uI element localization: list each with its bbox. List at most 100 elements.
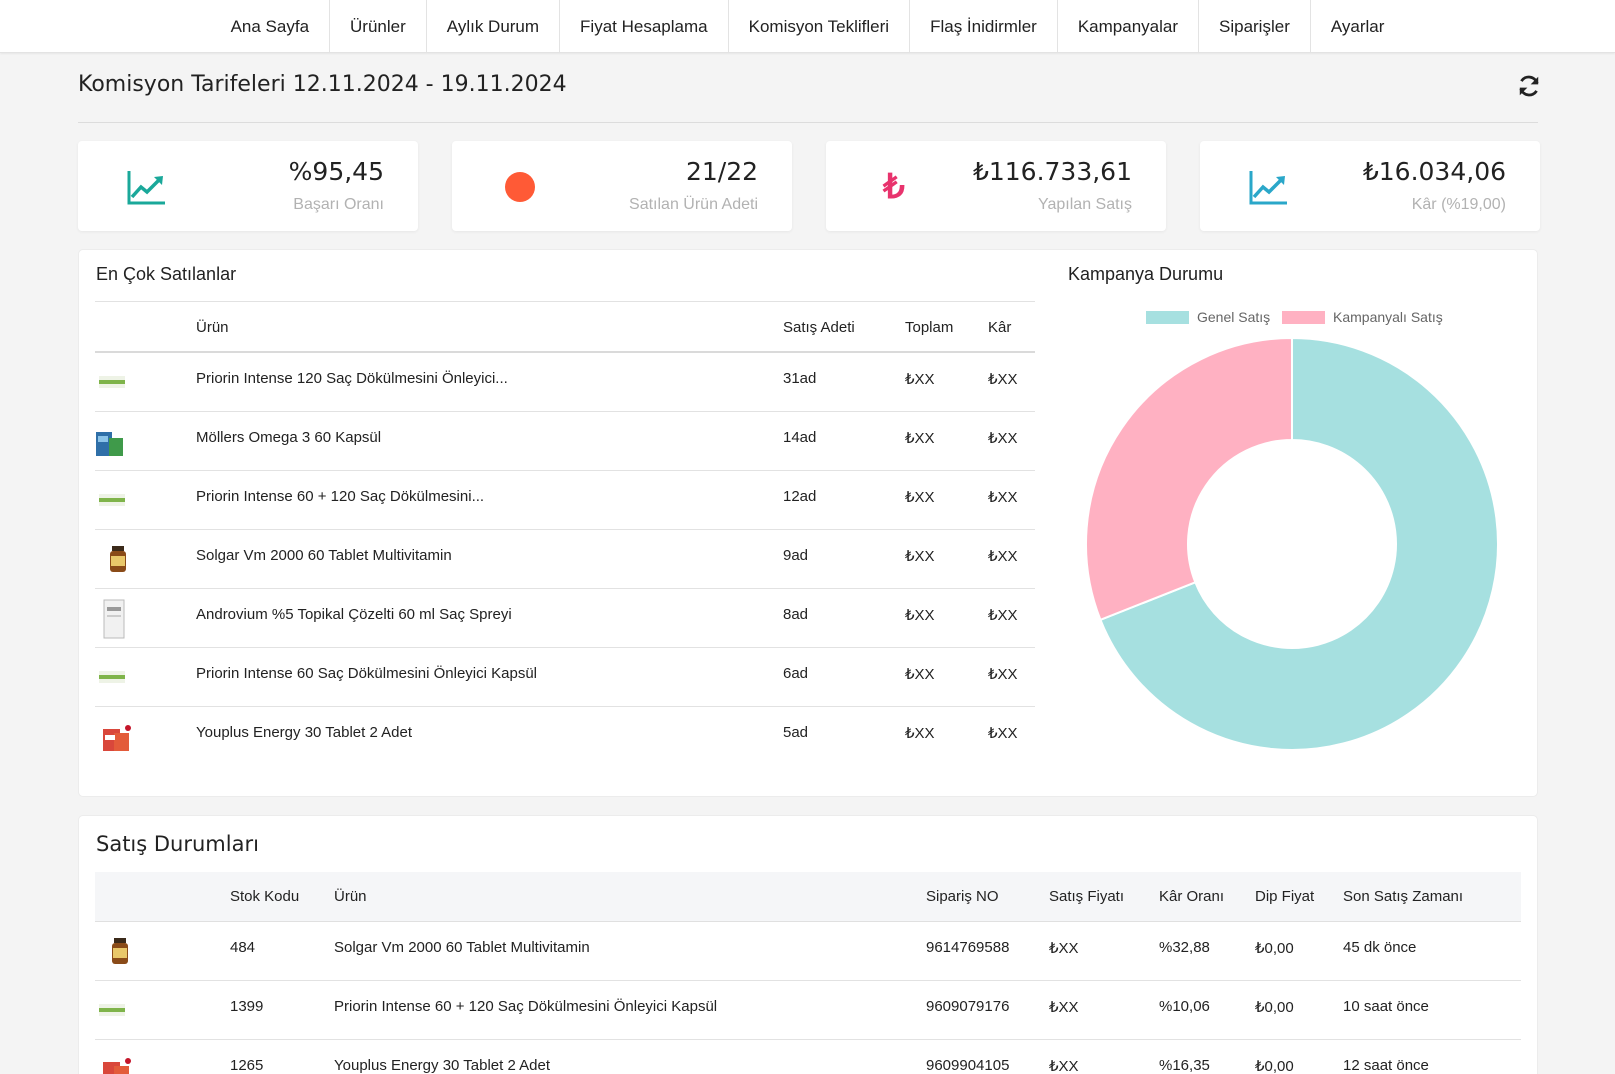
floor-price: ₺0,00 bbox=[1255, 940, 1294, 957]
doughnut-slice-genel-satis[interactable] bbox=[1099, 336, 1499, 751]
col-floor-price: Dip Fiyat bbox=[1255, 888, 1315, 905]
table-row[interactable]: 484 Solgar Vm 2000 60 Tablet Multivitami… bbox=[95, 922, 1521, 981]
product-name[interactable]: Priorin Intense 60 + 120 Saç Dökülmesini… bbox=[334, 998, 718, 1015]
best-sellers-title: En Çok Satılanlar bbox=[96, 264, 237, 284]
table-row[interactable]: Priorin Intense 120 Saç Dökülmesini Önle… bbox=[95, 353, 1035, 412]
col-total: Toplam bbox=[905, 319, 954, 336]
sale-qty: 5ad bbox=[783, 724, 809, 741]
stat-label: Başarı Oranı bbox=[293, 196, 384, 213]
product-thumbnail bbox=[110, 546, 126, 572]
campaign-doughnut-chart bbox=[1085, 336, 1499, 751]
nav-siparisler[interactable]: Siparişler bbox=[1199, 0, 1311, 53]
nav-komisyon-teklifleri[interactable]: Komisyon Teklifleri bbox=[729, 0, 911, 53]
stock-code: 1399 bbox=[230, 998, 264, 1015]
best-sellers-header: Ürün Satış Adeti Toplam Kâr bbox=[95, 301, 1035, 353]
stat-card-profit: ₺16.034,06 Kâr (%19,00) bbox=[1200, 141, 1540, 231]
col-order-no: Sipariş NO bbox=[926, 888, 999, 905]
product-thumbnail bbox=[99, 671, 125, 683]
product-name[interactable]: Youplus Energy 30 Tablet 2 Adet bbox=[196, 724, 413, 741]
margin: %32,88 bbox=[1159, 939, 1210, 956]
profit: ₺XX bbox=[988, 371, 1018, 388]
col-stock-code: Stok Kodu bbox=[230, 888, 300, 905]
total: ₺XX bbox=[905, 548, 935, 565]
product-name[interactable]: Priorin Intense 120 Saç Dökülmesini Önle… bbox=[196, 370, 508, 387]
total: ₺XX bbox=[905, 430, 935, 447]
table-row[interactable]: 1399 Priorin Intense 60 + 120 Saç Dökülm… bbox=[95, 981, 1521, 1040]
last-sale-time: 10 saat önce bbox=[1343, 998, 1429, 1015]
product-thumbnail bbox=[99, 1004, 125, 1016]
nav-fiyat-hesaplama[interactable]: Fiyat Hesaplama bbox=[560, 0, 729, 53]
nav-urunler[interactable]: Ürünler bbox=[330, 0, 427, 53]
product-thumbnail bbox=[112, 938, 128, 964]
trend-up-icon bbox=[1248, 167, 1288, 207]
stat-label: Satılan Ürün Adeti bbox=[629, 196, 758, 213]
nav-ayarlar[interactable]: Ayarlar bbox=[1330, 16, 1385, 36]
col-product: Ürün bbox=[196, 319, 229, 336]
stat-label: Kâr (%19,00) bbox=[1411, 196, 1506, 213]
product-thumbnail bbox=[103, 599, 125, 639]
profit: ₺XX bbox=[988, 430, 1018, 447]
stat-card-sold-products: 21/22 Satılan Ürün Adeti bbox=[452, 141, 792, 231]
sale-qty: 31ad bbox=[783, 370, 817, 387]
stat-value: ₺116.733,61 bbox=[972, 157, 1132, 186]
table-row[interactable]: Solgar Vm 2000 60 Tablet Multivitamin 9a… bbox=[95, 530, 1035, 589]
sales-status-header: Stok Kodu Ürün Sipariş NO Satış Fiyatı K… bbox=[95, 872, 1521, 922]
margin: %16,35 bbox=[1159, 1057, 1210, 1074]
nav-ana-sayfa[interactable]: Ana Sayfa bbox=[211, 0, 331, 53]
nav-aylik-durum[interactable]: Aylık Durum bbox=[427, 0, 561, 53]
legend-item-campaign[interactable]: Kampanyalı Satış bbox=[1282, 309, 1443, 325]
stat-value: ₺16.034,06 bbox=[1362, 157, 1506, 186]
profit: ₺XX bbox=[988, 607, 1018, 624]
order-no[interactable]: 9614769588 bbox=[926, 939, 1010, 956]
total: ₺XX bbox=[905, 666, 935, 683]
order-no[interactable]: 9609904105 bbox=[926, 1057, 1010, 1074]
legend-item-general[interactable]: Genel Satış bbox=[1146, 309, 1270, 325]
header-divider bbox=[78, 122, 1538, 123]
total: ₺XX bbox=[905, 371, 935, 388]
legend-label: Kampanyalı Satış bbox=[1333, 309, 1443, 325]
table-row[interactable]: 1265 Youplus Energy 30 Tablet 2 Adet 960… bbox=[95, 1040, 1521, 1074]
table-row[interactable]: Möllers Omega 3 60 Kapsül 14ad ₺XX ₺XX bbox=[95, 412, 1035, 471]
stock-code: 1265 bbox=[230, 1057, 264, 1074]
total: ₺XX bbox=[905, 725, 935, 742]
product-name[interactable]: Solgar Vm 2000 60 Tablet Multivitamin bbox=[196, 547, 452, 564]
legend-swatch bbox=[1282, 310, 1325, 324]
refresh-icon[interactable] bbox=[1516, 73, 1542, 99]
product-name[interactable]: Youplus Energy 30 Tablet 2 Adet bbox=[334, 1057, 551, 1074]
floor-price: ₺0,00 bbox=[1255, 1058, 1294, 1074]
table-row[interactable]: Androvium %5 Topikal Çözelti 60 ml Saç S… bbox=[95, 589, 1035, 648]
table-row[interactable]: Priorin Intense 60 Saç Dökülmesini Önley… bbox=[95, 648, 1035, 707]
sale-price: ₺XX bbox=[1049, 1058, 1079, 1074]
sales-status-title: Satış Durumları bbox=[96, 832, 259, 856]
legend-label: Genel Satış bbox=[1197, 309, 1271, 325]
order-no[interactable]: 9609079176 bbox=[926, 998, 1010, 1015]
total: ₺XX bbox=[905, 607, 935, 624]
stat-card-sales: ₺ ₺116.733,61 Yapılan Satış bbox=[826, 141, 1166, 231]
product-name[interactable]: Androvium %5 Topikal Çözelti 60 ml Saç S… bbox=[196, 606, 512, 623]
nav-kampanyalar[interactable]: Kampanyalar bbox=[1058, 0, 1199, 53]
sale-qty: 12ad bbox=[783, 488, 817, 505]
stat-card-success-rate: %95,45 Başarı Oranı bbox=[78, 141, 418, 231]
table-row[interactable]: Priorin Intense 60 + 120 Saç Dökülmesini… bbox=[95, 471, 1035, 530]
table-row[interactable]: Youplus Energy 30 Tablet 2 Adet 5ad ₺XX … bbox=[95, 707, 1035, 766]
product-thumbnail bbox=[103, 1058, 131, 1074]
stock-code: 484 bbox=[230, 939, 256, 956]
doughnut-slice-kampanyali-satis[interactable] bbox=[1085, 336, 1293, 622]
col-margin: Kâr Oranı bbox=[1159, 888, 1225, 905]
margin: %10,06 bbox=[1159, 998, 1210, 1015]
last-sale-time: 12 saat önce bbox=[1343, 1057, 1429, 1074]
product-name[interactable]: Möllers Omega 3 60 Kapsül bbox=[196, 429, 382, 446]
profit: ₺XX bbox=[988, 725, 1018, 742]
product-thumbnail bbox=[103, 725, 131, 751]
sale-qty: 8ad bbox=[783, 606, 809, 623]
col-sale-price: Satış Fiyatı bbox=[1049, 888, 1125, 905]
nav-flas-indirimler[interactable]: Flaş İnidirmler bbox=[910, 0, 1058, 53]
trend-up-icon bbox=[126, 167, 166, 207]
profit: ₺XX bbox=[988, 489, 1018, 506]
sale-price: ₺XX bbox=[1049, 999, 1079, 1016]
product-name[interactable]: Priorin Intense 60 Saç Dökülmesini Önley… bbox=[196, 665, 537, 682]
product-name[interactable]: Solgar Vm 2000 60 Tablet Multivitamin bbox=[334, 939, 590, 956]
col-last-sale: Son Satış Zamanı bbox=[1343, 888, 1464, 905]
product-name[interactable]: Priorin Intense 60 + 120 Saç Dökülmesini… bbox=[196, 488, 485, 505]
product-thumbnail bbox=[99, 494, 125, 506]
